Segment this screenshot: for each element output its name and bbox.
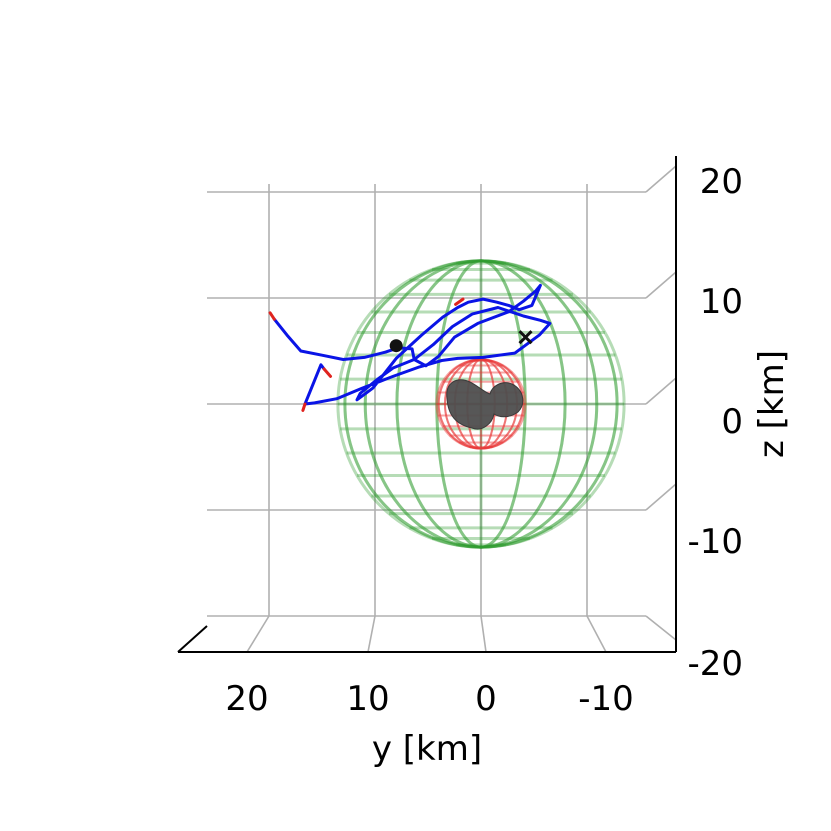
y-tick-label: -10 xyxy=(578,679,634,719)
y-tick-labels: 20 10 0 -10 xyxy=(225,679,633,719)
longitude-line xyxy=(435,259,527,549)
segment-end-line xyxy=(268,311,276,321)
floor-edge-line xyxy=(177,625,208,653)
longitude-line xyxy=(435,358,527,450)
axes xyxy=(177,156,677,653)
longitude-line xyxy=(437,358,525,450)
segment-end-line xyxy=(301,402,307,412)
z-tick-label: 20 xyxy=(700,162,743,202)
trajectory-series xyxy=(268,283,552,412)
y-grid-floor-line xyxy=(246,615,270,653)
z-tick-labels: 20 10 0 -10 -20 xyxy=(687,162,743,684)
segment-end-line xyxy=(454,297,465,306)
z-grid-side-line xyxy=(645,377,677,405)
z-grid-side-line xyxy=(645,271,677,299)
longitude-line xyxy=(395,259,567,549)
longitude-line xyxy=(336,259,626,549)
longitude-line xyxy=(363,259,599,549)
y-tick-label: 0 xyxy=(475,679,497,719)
y-grid-floor-line xyxy=(367,615,376,653)
longitude-line xyxy=(395,259,567,549)
longitude-line xyxy=(437,358,525,450)
nucleus-shape xyxy=(446,379,524,430)
z-tick-label: -20 xyxy=(687,644,743,684)
markers xyxy=(389,330,533,353)
trajectory-line xyxy=(272,283,552,406)
y-grid-floor-line xyxy=(480,615,487,653)
z-grid-side-line xyxy=(645,483,677,511)
end-marker xyxy=(518,330,533,345)
z-tick-label: 0 xyxy=(721,402,743,442)
longitude-line xyxy=(343,259,619,549)
y-axis-title: y [km] xyxy=(372,729,482,769)
longitude-line xyxy=(363,259,599,549)
segment-end-line xyxy=(322,367,332,378)
z-tick-label: 10 xyxy=(700,282,743,322)
z-tick-label: -10 xyxy=(687,522,743,562)
grid xyxy=(207,165,677,653)
y-grid-floor-line xyxy=(586,615,607,653)
y-tick-label: 20 xyxy=(225,679,268,719)
start-marker xyxy=(389,339,403,353)
nucleus-body xyxy=(446,379,524,430)
y-tick-label: 10 xyxy=(346,679,389,719)
z-grid-side-line xyxy=(645,615,677,641)
longitude-line xyxy=(435,259,527,549)
z-grid-side-line xyxy=(645,165,677,193)
z-axis-title: z [km] xyxy=(752,350,792,458)
longitude-line xyxy=(343,259,619,549)
